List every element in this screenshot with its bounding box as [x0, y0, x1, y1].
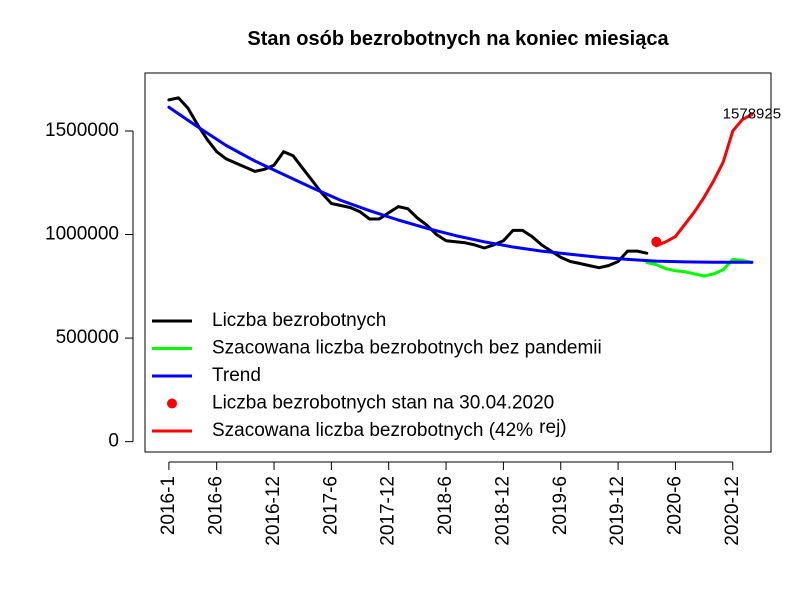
- series-line-1: [645, 257, 754, 278]
- y-tick-label: 500000: [56, 327, 119, 348]
- legend: Liczba bezrobotnych Szacowana liczba bezr…: [152, 310, 602, 441]
- value-annotation: 1578925: [723, 106, 781, 123]
- legend-label-4: Szacowana liczba bezrobotnych (42%: [212, 420, 533, 441]
- x-tick-label: 2016-1: [158, 476, 179, 535]
- legend-swatch-3: [167, 398, 177, 409]
- x-tick-label: 2020-12: [722, 476, 743, 546]
- legend-overflow-text: rej): [539, 417, 566, 438]
- legend-label-3: Liczba bezrobotnych stan na 30.04.2020: [212, 393, 554, 414]
- legend-label-1: Szacowana liczba bezrobotnych bez pandem…: [212, 338, 602, 359]
- x-tick-label: 2019-12: [607, 476, 628, 546]
- y-tick-label: 1000000: [45, 224, 119, 245]
- axes: 0 500000 1000000 1500000 2016-1 2016-6 2016-12…: [45, 120, 743, 546]
- series-line-0: [167, 96, 649, 270]
- legend-label-0: Liczba bezrobotnych: [212, 310, 386, 331]
- x-tick-label: 2016-6: [206, 476, 227, 535]
- x-tick-label: 2017-12: [378, 476, 399, 546]
- y-tick-label: 1500000: [45, 120, 119, 141]
- x-tick-label: 2019-6: [550, 476, 571, 535]
- x-tick-label: 2017-6: [320, 476, 341, 535]
- chart-title: Stan osób bezrobotnych na koniec miesiąc…: [247, 28, 669, 50]
- x-tick-label: 2020-6: [664, 476, 685, 535]
- plot-frame: [144, 72, 772, 453]
- series-line-2: [167, 105, 754, 264]
- x-tick-label: 2018-12: [492, 476, 513, 546]
- series-line-4: [654, 113, 754, 248]
- annotations: 1578925: [723, 106, 781, 123]
- legend-label-2: Trend: [212, 365, 261, 386]
- series-group: [167, 96, 754, 278]
- x-tick-label: 2018-6: [435, 476, 456, 535]
- y-tick-label: 0: [108, 431, 119, 452]
- x-tick-label: 2016-12: [263, 476, 284, 546]
